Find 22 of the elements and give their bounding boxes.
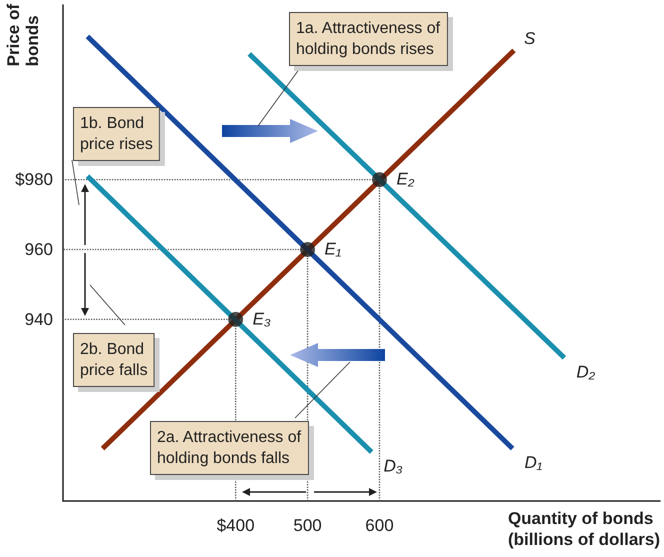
y-tick-label: 940 [24,310,53,329]
y-tick-label: 960 [24,240,53,260]
series-label: D₃ [384,456,403,476]
series-label: D₁ [524,453,542,472]
point [372,172,387,188]
annotation: E₂ [396,170,415,189]
annotation: 1a. Attractiveness of holding bonds rises [296,20,441,58]
annotation: 1b. Bond price rises [80,115,153,153]
x-tick-label: 500 [293,516,322,535]
y-axis-title: Price of bonds [4,4,42,66]
point [300,242,316,258]
annotation: 2a. Attractiveness of holding bonds falls [157,429,302,467]
y-tick-label: $980 [15,170,53,190]
x-axis-title: Quantity of bonds (billions of dollars) [508,509,660,549]
annotation: E₁ [324,240,342,259]
series-label: D₂ [576,362,596,382]
x-tick-label: 600 [365,516,394,535]
annotation: 2b. Bond price falls [80,341,148,379]
annotation: E₃ [252,309,271,328]
x-tick-label: $400 [216,516,255,535]
point [228,312,244,327]
series-label: S [524,28,536,48]
